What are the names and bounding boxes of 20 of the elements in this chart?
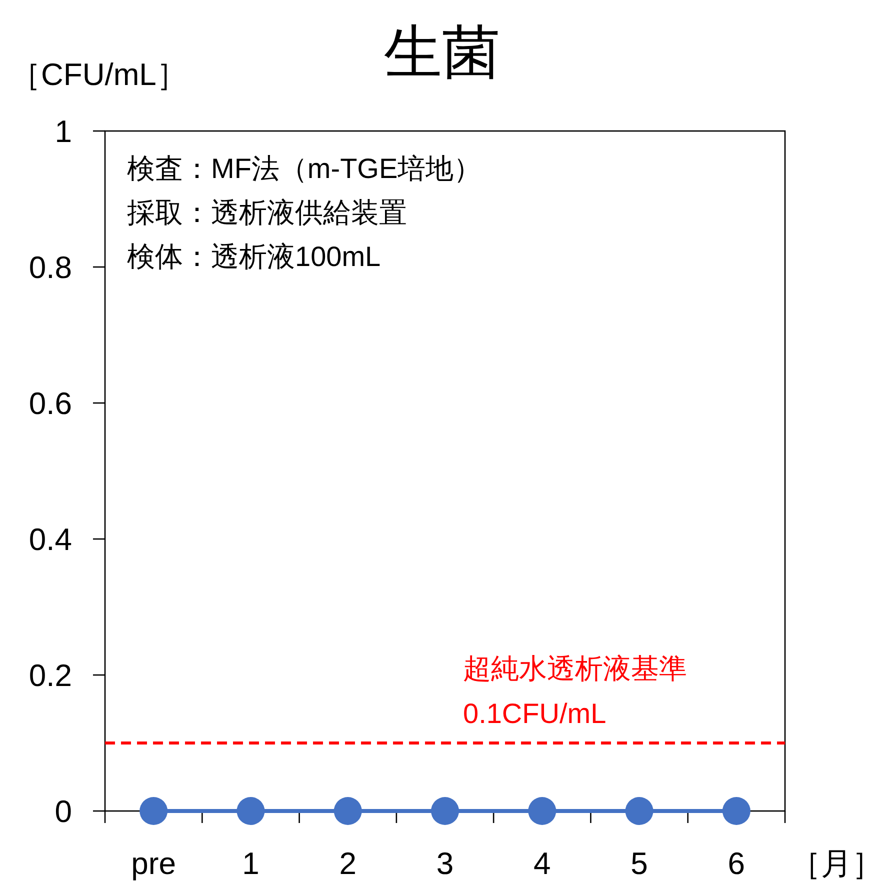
- y-tick-label: 1: [54, 114, 72, 149]
- y-tick-label: 0.8: [28, 250, 72, 285]
- y-tick-label: 0.2: [28, 658, 72, 693]
- x-tick-label: 2: [339, 846, 356, 881]
- x-tick-label: pre: [131, 846, 176, 881]
- y-tick-label: 0: [54, 794, 72, 829]
- y-tick-label: 0.4: [28, 522, 72, 557]
- x-tick-label: 1: [242, 846, 260, 881]
- annotation: 採取：透析液供給装置: [127, 197, 407, 228]
- y-axis-title: ［CFU/mL］: [10, 57, 188, 92]
- annotation: 検査：MF法（m-TGE培地）: [127, 153, 482, 184]
- x-tick-label: 4: [534, 846, 551, 881]
- x-tick-label: 6: [728, 846, 746, 881]
- y-tick-label: 0.6: [28, 386, 72, 421]
- x-axis-title: ［月］: [790, 846, 873, 881]
- annotation: 検体：透析液100mL: [127, 241, 381, 272]
- x-tick-label: 3: [436, 846, 454, 881]
- ref-line-label: 超純水透析液基準 0.1CFU/mL: [463, 653, 687, 729]
- chart-title: 生菌: [384, 20, 500, 85]
- x-tick-label: 5: [630, 846, 648, 881]
